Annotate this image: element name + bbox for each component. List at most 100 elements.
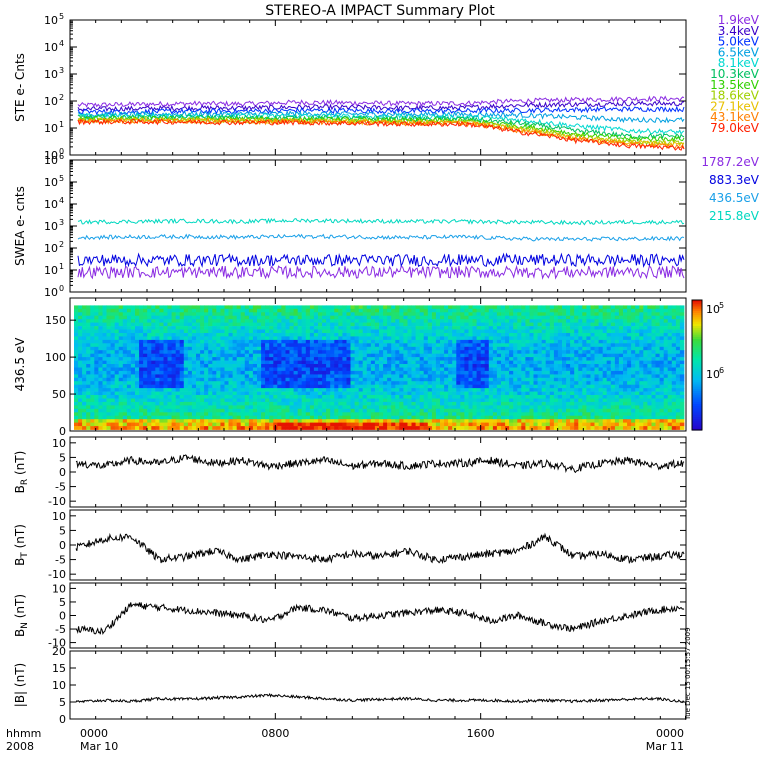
heatmap-cell: [370, 426, 376, 430]
heatmap-cell: [342, 422, 347, 427]
heatmap-cell: [366, 350, 372, 354]
heatmap-cell: [135, 329, 140, 334]
heatmap-cell: [297, 350, 303, 354]
heatmap-cell: [191, 412, 197, 417]
heatmap-cell: [464, 405, 469, 410]
heatmap-cell: [602, 419, 608, 423]
heatmap-cell: [74, 422, 79, 427]
heatmap-cell: [419, 350, 425, 354]
heatmap-cell: [521, 329, 526, 334]
heatmap-cell: [114, 336, 120, 341]
heatmap-cell: [143, 391, 148, 396]
heatmap-cell: [220, 398, 225, 403]
heatmap-cell: [313, 398, 319, 403]
heatmap-cell: [135, 308, 140, 313]
heatmap-cell: [553, 388, 559, 392]
heatmap-cell: [594, 384, 599, 389]
heatmap-cell: [122, 415, 128, 420]
heatmap-cell: [240, 305, 246, 310]
heatmap-cell: [484, 333, 490, 337]
heatmap-cell: [175, 319, 181, 323]
heatmap-cell: [289, 388, 294, 392]
heatmap-cell: [582, 395, 587, 399]
heatmap-cell: [387, 343, 392, 348]
heatmap-cell: [273, 419, 278, 423]
heatmap-cell: [86, 422, 91, 427]
heatmap-cell: [582, 377, 587, 382]
heatmap-cell: [191, 319, 197, 323]
heatmap-cell: [334, 350, 339, 354]
heatmap-cell: [135, 350, 140, 354]
heatmap-cell: [114, 412, 120, 417]
heatmap-cell: [468, 398, 473, 403]
heatmap-cell: [330, 339, 335, 344]
heatmap-cell: [183, 395, 189, 399]
heatmap-cell: [598, 305, 604, 310]
heatmap-cell: [521, 333, 526, 337]
heatmap-cell: [82, 419, 87, 423]
heatmap-cell: [175, 336, 181, 341]
heatmap-cell: [318, 381, 323, 385]
heatmap-cell: [456, 322, 461, 327]
heatmap-cell: [505, 360, 510, 365]
heatmap-cell: [407, 391, 412, 396]
series-line-3.4keV: [77, 100, 685, 112]
heatmap-cell: [444, 426, 449, 430]
heatmap-cell: [110, 319, 116, 323]
y-tick-exponent: 5: [59, 174, 64, 183]
heatmap-cell: [362, 415, 368, 420]
heatmap-cell: [374, 312, 380, 317]
heatmap-cell: [403, 333, 408, 337]
heatmap-cell: [265, 308, 270, 313]
heatmap-cell: [598, 419, 604, 423]
heatmap-cell: [358, 370, 364, 375]
heatmap-cell: [379, 405, 384, 410]
heatmap-cell: [135, 353, 140, 358]
heatmap-cell: [338, 364, 343, 368]
heatmap-cell: [74, 346, 79, 351]
heatmap-cell: [167, 350, 172, 354]
heatmap-cell: [537, 322, 543, 327]
heatmap-cell: [553, 422, 559, 427]
heatmap-cell: [257, 336, 262, 341]
heatmap-cell: [273, 350, 278, 354]
heatmap-cell: [419, 388, 425, 392]
heatmap-cell: [293, 346, 299, 351]
heatmap-cell: [557, 426, 563, 430]
heatmap-cell: [513, 326, 518, 330]
heatmap-cell: [452, 398, 457, 403]
heatmap-cell: [383, 419, 388, 423]
heatmap-cell: [505, 398, 510, 403]
heatmap-cell: [212, 395, 217, 399]
heatmap-cell: [525, 398, 530, 403]
heatmap-cell: [110, 367, 116, 372]
heatmap-cell: [147, 350, 152, 354]
heatmap-cell: [354, 357, 360, 361]
heatmap-cell: [261, 401, 266, 406]
heatmap-cell: [200, 412, 205, 417]
heatmap-cell: [362, 308, 368, 313]
heatmap-cell: [578, 350, 583, 354]
heatmap-cell: [204, 360, 209, 365]
heatmap-cell: [419, 408, 425, 413]
heatmap-cell: [440, 374, 445, 379]
heatmap-cell: [305, 401, 311, 406]
heatmap-cell: [196, 339, 201, 344]
heatmap-cell: [480, 336, 486, 341]
heatmap-cell: [130, 388, 136, 392]
heatmap-cell: [383, 426, 388, 430]
heatmap-cell: [460, 322, 465, 327]
heatmap-cell: [549, 374, 555, 379]
heatmap-cell: [517, 357, 522, 361]
heatmap-cell: [342, 322, 347, 327]
heatmap-cell: [350, 381, 355, 385]
heatmap-cell: [545, 370, 551, 375]
heatmap-cell: [602, 360, 608, 365]
heatmap-cell: [488, 326, 494, 330]
heatmap-cell: [135, 336, 140, 341]
heatmap-cell: [135, 388, 140, 392]
heatmap-cell: [509, 412, 514, 417]
heatmap-cell: [175, 333, 181, 337]
heatmap-cell: [143, 367, 148, 372]
heatmap-cell: [90, 412, 95, 417]
